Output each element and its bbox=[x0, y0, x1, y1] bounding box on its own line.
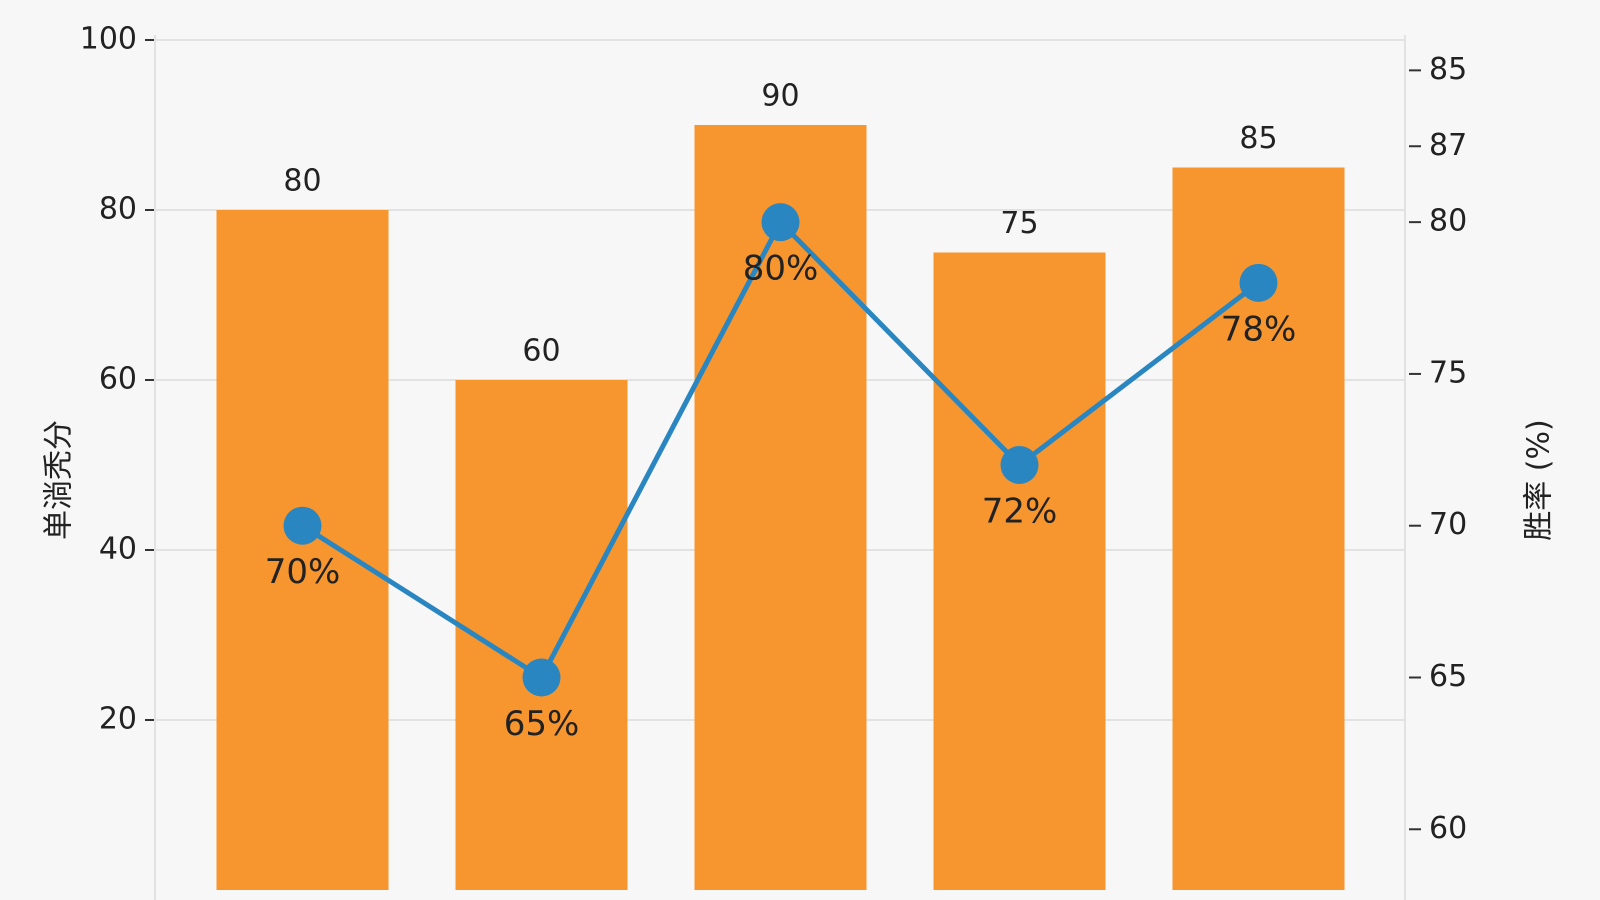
line-value-label: 80% bbox=[743, 249, 819, 289]
y2-tick-label: 87 bbox=[1429, 128, 1467, 163]
line-point bbox=[283, 506, 322, 545]
bar-value-label: 80 bbox=[283, 164, 321, 199]
bar bbox=[216, 210, 389, 890]
line-point bbox=[1239, 263, 1278, 302]
line-value-label: 78% bbox=[1221, 309, 1297, 349]
y-axis-title: 单淌秃分 bbox=[42, 420, 77, 540]
y2-tick-label: 60 bbox=[1429, 811, 1467, 846]
y2-tick-label: 75 bbox=[1429, 355, 1467, 390]
line-point bbox=[1000, 446, 1039, 484]
y2-tick-label: 70 bbox=[1429, 507, 1467, 542]
line-point bbox=[522, 658, 561, 697]
y2-tick-label: 65 bbox=[1429, 659, 1467, 694]
bar-value-label: 85 bbox=[1239, 121, 1277, 156]
y-tick-label: 80 bbox=[99, 192, 137, 227]
bar-value-label: 75 bbox=[1000, 206, 1038, 241]
line-point bbox=[761, 203, 800, 242]
line-value-label: 65% bbox=[504, 704, 580, 744]
y-tick-label: 60 bbox=[99, 362, 137, 397]
y2-tick-label: 80 bbox=[1429, 204, 1467, 239]
y2-axis-title: 胜率 (%) bbox=[1522, 419, 1557, 540]
bar-value-label: 60 bbox=[522, 334, 560, 369]
y-tick-label: 100 bbox=[80, 22, 137, 57]
bar bbox=[694, 125, 867, 890]
y-tick-label: 20 bbox=[99, 702, 137, 737]
line-value-label: 70% bbox=[265, 552, 341, 592]
line-value-label: 72% bbox=[982, 492, 1058, 532]
bar bbox=[455, 380, 628, 890]
bar-value-label: 90 bbox=[761, 79, 799, 114]
y2-tick-label: 85 bbox=[1429, 52, 1467, 87]
y-tick-label: 40 bbox=[99, 532, 137, 567]
bar bbox=[933, 252, 1106, 890]
